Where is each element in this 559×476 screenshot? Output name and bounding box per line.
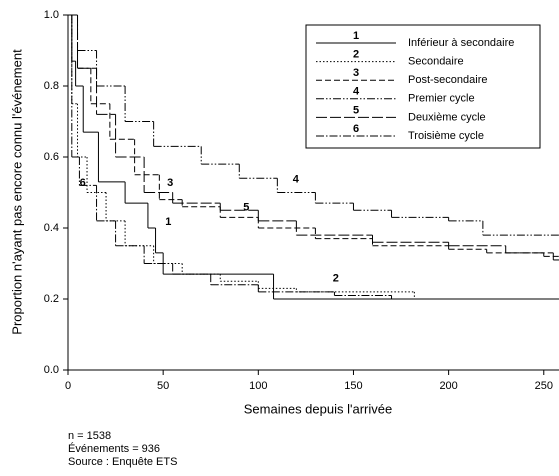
curve-label: 5 [243,202,249,214]
note: Événements = 936 [68,442,160,455]
x-tick-label: 200 [439,380,457,392]
curve-label: 1 [165,216,171,228]
note: n = 1538 [68,430,111,442]
y-axis-label: Proportion n'ayant pas encore connu l'év… [9,49,24,335]
legend-label: Deuxième cycle [408,111,486,123]
y-tick-label: 0.2 [44,293,59,305]
x-tick-label: 50 [157,380,169,392]
curve-label: 4 [293,173,300,185]
legend-box [305,24,541,149]
legend-number: 2 [353,49,359,61]
y-tick-label: 1.0 [44,9,59,21]
legend-label: Premier cycle [408,93,475,105]
legend-label: Troisième cycle [408,130,484,142]
x-tick-label: 150 [344,380,362,392]
legend-number: 4 [353,86,360,98]
y-tick-label: 0.8 [44,80,59,92]
x-tick-label: 0 [65,380,71,392]
legend-number: 6 [353,123,359,135]
legend-number: 1 [353,30,359,42]
legend-label: Secondaire [408,56,464,68]
curve-label: 2 [333,273,339,285]
x-tick-label: 250 [535,380,553,392]
legend-number: 5 [353,104,359,116]
legend-label: Post-secondaire [408,74,488,86]
y-tick-label: 0.4 [44,222,59,234]
note: Source : Enquête ETS [68,456,177,468]
x-tick-label: 100 [249,380,267,392]
y-tick-label: 0.0 [44,364,59,376]
curve-label: 6 [80,177,86,189]
y-tick-label: 0.6 [44,151,59,163]
curve-label: 3 [167,177,173,189]
legend-label: Inférieur à secondaire [408,37,514,49]
x-axis-label: Semaines depuis l'arrivée [244,401,392,416]
legend-number: 3 [353,67,359,79]
